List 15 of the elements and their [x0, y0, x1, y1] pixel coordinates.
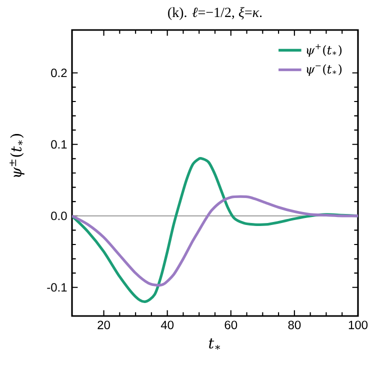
- x-tick-label: 40: [160, 320, 174, 330]
- x-tick-label: 80: [288, 320, 301, 330]
- x-axis-title: t$_{∗}$: [209, 338, 220, 350]
- y-tick-label: 0.2: [51, 68, 67, 78]
- x-tick-label: 60: [224, 320, 238, 330]
- y-tick-label: -0.1: [47, 283, 67, 292]
- y-axis-title: ψ$^{±}$(t$_{∗}$): [10, 134, 24, 177]
- y-tick-label: 0.1: [51, 140, 67, 149]
- x-tick-label: 100: [348, 320, 368, 330]
- legend-label: ψ$^{+}$(t$_{∗}$): [306, 44, 342, 57]
- legend-label: ψ$^{−}$(t$_{∗}$): [306, 64, 342, 76]
- line-series: [72, 195, 358, 287]
- chart-title: (k). ℓ=−1/2, ξ=κ.: [168, 7, 262, 20]
- x-tick-label: 20: [98, 320, 110, 330]
- y-tick-label: 0.0: [51, 212, 67, 220]
